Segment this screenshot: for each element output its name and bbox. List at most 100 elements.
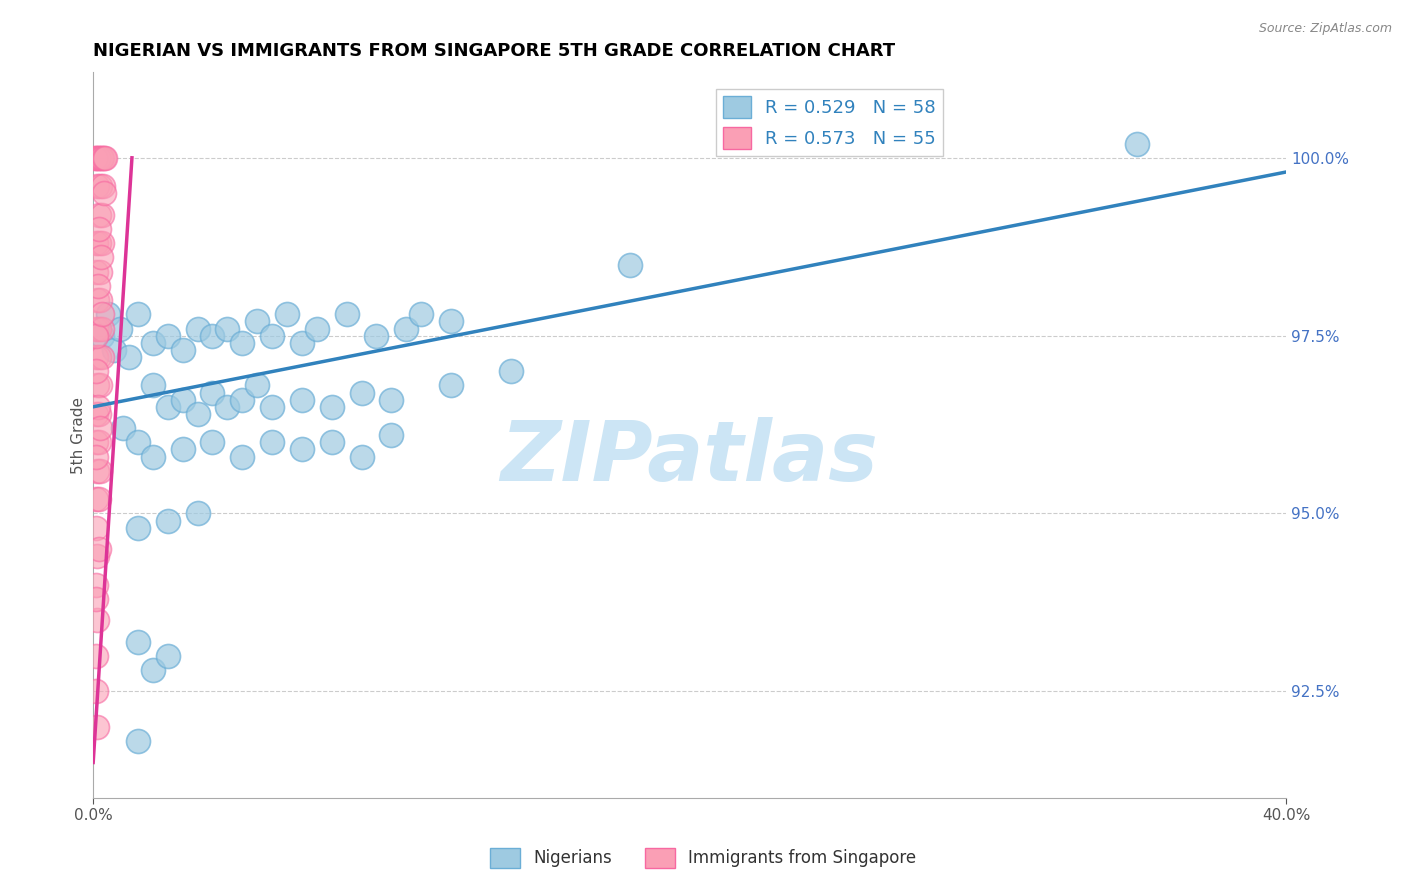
Point <box>86 278 108 293</box>
Point <box>201 328 224 343</box>
Point <box>84 492 107 507</box>
Text: NIGERIAN VS IMMIGRANTS FROM SINGAPORE 5TH GRADE CORRELATION CHART: NIGERIAN VS IMMIGRANTS FROM SINGAPORE 5T… <box>93 42 896 60</box>
Point <box>291 335 314 350</box>
Point <box>86 613 108 627</box>
Point <box>90 208 112 222</box>
Point <box>172 392 194 407</box>
Point <box>84 364 107 378</box>
Point <box>321 435 343 450</box>
Point <box>89 151 111 165</box>
Point <box>262 400 284 414</box>
Point <box>231 392 253 407</box>
Point <box>84 684 107 698</box>
Point <box>86 549 108 564</box>
Point <box>91 179 114 194</box>
Point <box>411 307 433 321</box>
Point <box>276 307 298 321</box>
Point <box>86 151 108 165</box>
Point <box>201 385 224 400</box>
Point <box>231 335 253 350</box>
Point <box>93 186 115 201</box>
Point <box>86 179 108 194</box>
Point <box>84 321 107 335</box>
Point <box>89 435 111 450</box>
Point <box>91 350 114 364</box>
Point <box>127 521 149 535</box>
Point <box>262 435 284 450</box>
Point <box>201 435 224 450</box>
Point <box>231 450 253 464</box>
Point <box>89 236 111 251</box>
Point <box>156 328 179 343</box>
Point <box>89 265 111 279</box>
Text: Source: ZipAtlas.com: Source: ZipAtlas.com <box>1258 22 1392 36</box>
Point <box>246 314 269 328</box>
Point <box>89 378 111 392</box>
Point <box>84 151 107 165</box>
Point <box>1126 136 1149 151</box>
Point <box>84 265 107 279</box>
Point <box>83 151 105 165</box>
Point <box>91 151 114 165</box>
Point <box>305 321 328 335</box>
Point <box>395 321 418 335</box>
Point <box>246 378 269 392</box>
Point <box>84 521 107 535</box>
Point <box>172 343 194 357</box>
Point <box>142 335 165 350</box>
Point <box>87 492 110 507</box>
Point <box>89 350 111 364</box>
Point <box>262 328 284 343</box>
Point <box>84 236 107 251</box>
Point <box>127 435 149 450</box>
Point <box>142 450 165 464</box>
Legend: R = 0.529   N = 58, R = 0.573   N = 55: R = 0.529 N = 58, R = 0.573 N = 55 <box>716 88 943 156</box>
Point <box>127 634 149 648</box>
Point <box>93 151 115 165</box>
Point <box>156 514 179 528</box>
Point <box>217 400 239 414</box>
Point <box>142 663 165 677</box>
Point <box>90 151 112 165</box>
Point <box>94 151 117 165</box>
Point <box>87 208 110 222</box>
Point <box>84 435 107 450</box>
Point <box>619 258 641 272</box>
Point <box>86 378 108 392</box>
Point <box>291 392 314 407</box>
Point <box>84 407 107 421</box>
Point <box>291 442 314 457</box>
Point <box>87 222 110 236</box>
Point <box>440 314 463 328</box>
Point <box>380 392 402 407</box>
Point <box>87 321 110 335</box>
Point <box>187 507 209 521</box>
Point <box>86 720 108 734</box>
Point <box>156 648 179 663</box>
Point <box>321 400 343 414</box>
Point <box>350 385 373 400</box>
Point <box>89 464 111 478</box>
Point <box>380 428 402 442</box>
Point <box>86 400 108 414</box>
Y-axis label: 5th Grade: 5th Grade <box>72 397 86 474</box>
Point <box>90 321 112 335</box>
Point <box>336 307 359 321</box>
Point <box>91 328 114 343</box>
Point <box>187 321 209 335</box>
Point <box>127 307 149 321</box>
Point <box>156 400 179 414</box>
Point <box>91 307 114 321</box>
Point <box>350 450 373 464</box>
Point <box>108 321 131 335</box>
Point <box>84 328 107 343</box>
Legend: Nigerians, Immigrants from Singapore: Nigerians, Immigrants from Singapore <box>482 841 924 875</box>
Point <box>118 350 141 364</box>
Point <box>87 407 110 421</box>
Point <box>84 350 107 364</box>
Point <box>86 293 108 307</box>
Point <box>84 577 107 591</box>
Point <box>89 179 111 194</box>
Point <box>89 293 111 307</box>
Point <box>84 591 107 606</box>
